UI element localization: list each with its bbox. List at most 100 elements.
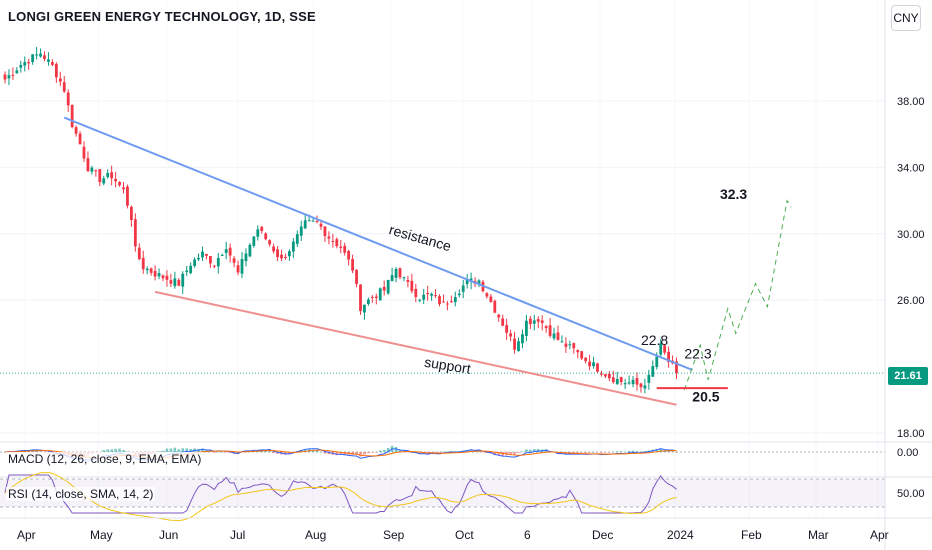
annotation-label: 20.5 [692, 388, 719, 404]
macd-histogram-bar [604, 452, 607, 453]
macd-histogram-bar [173, 447, 177, 452]
macd-histogram-bar [675, 452, 678, 453]
candle [19, 64, 23, 68]
macd-histogram-bar [434, 452, 437, 453]
candle [23, 62, 27, 66]
candle [627, 382, 631, 384]
candle [509, 333, 512, 337]
candle [319, 223, 323, 227]
x-tick-label: 2024 [667, 528, 694, 542]
macd-histogram-bar [122, 450, 125, 452]
macd-histogram-bar [619, 451, 623, 452]
candle [47, 59, 50, 62]
candle [592, 362, 595, 367]
y-tick-label: 30.00 [897, 229, 925, 241]
candle [177, 279, 181, 286]
candle [355, 269, 358, 284]
candle [374, 296, 378, 299]
candle [588, 361, 591, 367]
x-tick-label: Feb [741, 528, 762, 542]
candle [327, 236, 331, 239]
candle [272, 246, 275, 252]
candle [126, 186, 129, 206]
macd-histogram-bar [359, 452, 362, 457]
macd-histogram-bar [592, 451, 595, 453]
macd-histogram-bar [418, 452, 422, 455]
macd-legend[interactable]: MACD (12, 26, close, 9, EMA, EMA) [6, 452, 204, 466]
candle [7, 75, 11, 79]
macd-histogram-bar [165, 448, 169, 452]
macd-histogram-bar [177, 449, 181, 452]
candle [548, 325, 552, 336]
candle [62, 82, 66, 92]
x-tick-label: 6 [524, 528, 531, 542]
candle [181, 273, 185, 287]
candle [615, 379, 619, 385]
macd-histogram-bar [181, 448, 185, 452]
candle [185, 270, 189, 272]
candle [157, 273, 161, 277]
candle [505, 325, 509, 333]
macd-histogram-bar [635, 451, 639, 452]
candle [497, 314, 501, 318]
macd-histogram-bar [556, 452, 560, 454]
rsi-legend[interactable]: RSI (14, close, SMA, 14, 2) [6, 487, 156, 501]
rsi-axis-value: 50.00 [897, 488, 925, 500]
x-tick-label: Apr [17, 528, 36, 542]
candle [536, 319, 540, 322]
candle [600, 373, 603, 375]
candle [675, 361, 678, 374]
macd-histogram-bar [185, 448, 188, 452]
annotation-label: 22.3 [684, 345, 711, 361]
candle [414, 288, 418, 297]
candle [288, 251, 291, 257]
candlestick-series [0, 47, 885, 394]
candle [359, 284, 362, 311]
y-tick-label: 26.00 [897, 295, 925, 307]
candle [513, 338, 516, 350]
candle [453, 297, 457, 303]
macd-histogram-bar [450, 450, 453, 452]
x-tick-label: Jun [159, 528, 178, 542]
candle [130, 206, 133, 220]
candle [552, 333, 556, 339]
macd-histogram-bar [3, 452, 7, 453]
candle [576, 350, 580, 353]
candle [90, 167, 94, 172]
candle [426, 293, 430, 295]
candle [78, 133, 82, 145]
macd-histogram-bar [217, 451, 220, 453]
candle [94, 170, 98, 172]
currency-button[interactable]: CNY [891, 5, 921, 31]
candle [655, 356, 659, 367]
candle [465, 279, 469, 285]
candle [643, 385, 647, 389]
macd-histogram-bar [659, 448, 662, 452]
candle [252, 236, 256, 246]
x-tick-label: Sep [383, 528, 405, 542]
candle [485, 293, 489, 297]
candle [169, 280, 173, 284]
macd-histogram-bar [497, 452, 501, 456]
x-tick-label: Dec [592, 528, 613, 542]
candle [493, 300, 497, 313]
macd-histogram-bar [580, 452, 583, 453]
macd-histogram-bar [213, 452, 216, 453]
symbol-title: LONGI GREEN ENERGY TECHNOLOGY, 1D, SSE [8, 9, 316, 24]
x-tick-label: Aug [305, 528, 326, 542]
macd-histogram-bar [430, 452, 433, 453]
annotation-label: 22.8 [641, 332, 668, 348]
candle [145, 268, 149, 271]
candle [343, 245, 347, 253]
candle [367, 299, 370, 304]
candle [228, 247, 232, 256]
macd-histogram-bar [572, 452, 576, 454]
candle [141, 257, 145, 270]
macd-histogram-bar [126, 451, 129, 453]
candle [501, 318, 505, 326]
macd-histogram-bar [600, 452, 603, 453]
candle [418, 299, 422, 301]
macd-histogram-bar [39, 451, 42, 452]
candle [51, 62, 54, 65]
